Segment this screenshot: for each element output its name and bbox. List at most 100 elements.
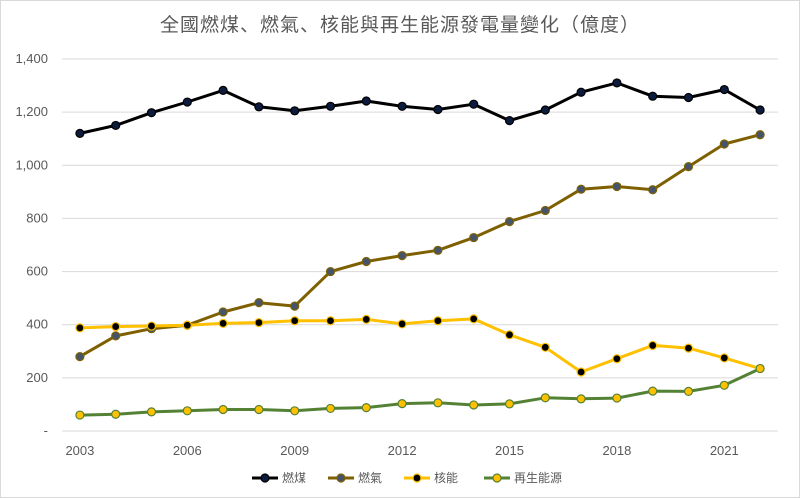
data-point (648, 185, 658, 195)
data-point (504, 116, 515, 126)
data-point (755, 105, 765, 115)
data-point (576, 87, 586, 97)
x-tick-label: 2009 (280, 443, 309, 458)
data-point (469, 400, 479, 410)
data-point (146, 407, 157, 417)
data-point (111, 331, 121, 341)
data-point (719, 139, 729, 149)
series-markers (75, 78, 765, 420)
data-point (504, 217, 515, 227)
data-point (397, 251, 407, 261)
data-point (683, 343, 694, 353)
data-point (433, 104, 443, 115)
data-point (111, 321, 121, 332)
data-point (218, 318, 228, 328)
data-point (254, 102, 264, 112)
data-point (325, 101, 336, 111)
legend-marker (336, 473, 346, 483)
data-point (612, 78, 622, 88)
data-point (75, 323, 85, 333)
data-point (648, 340, 658, 351)
y-tick-label: 1,200 (15, 104, 48, 119)
data-point (612, 181, 622, 192)
data-point (683, 386, 694, 397)
legend-marker (412, 473, 422, 483)
data-point (433, 398, 443, 408)
data-point (469, 314, 479, 324)
data-point (325, 316, 336, 326)
data-point (576, 394, 586, 404)
data-point (254, 298, 264, 308)
data-point (612, 393, 622, 403)
series-line-0 (79, 81, 761, 135)
data-point (755, 130, 765, 140)
data-point (75, 410, 85, 420)
data-point (540, 205, 550, 216)
data-point (361, 256, 371, 267)
data-point (433, 316, 443, 326)
data-point (683, 92, 694, 103)
data-point (719, 353, 729, 363)
series-line-3 (79, 367, 761, 417)
y-axis-labels: - 200 400 600 800 1,000 1,200 1,400 (15, 51, 48, 438)
legend-marker (260, 473, 270, 483)
data-point (612, 354, 622, 364)
chart-title: 全國燃煤、燃氣、核能與再生能源發電量變化（億度） (159, 14, 640, 36)
data-point (325, 403, 336, 414)
data-point (290, 316, 300, 326)
gridlines (62, 58, 778, 432)
data-point (290, 406, 300, 416)
data-point (504, 399, 515, 409)
data-point (540, 105, 550, 115)
data-point (182, 406, 192, 416)
series-line-2 (79, 317, 761, 374)
data-point (683, 162, 694, 172)
data-point (648, 386, 658, 396)
data-point (648, 91, 658, 101)
data-point (361, 314, 371, 324)
data-point (146, 108, 157, 118)
data-point (290, 301, 300, 311)
legend-label: 再生能源 (514, 471, 562, 485)
data-point (755, 363, 765, 374)
data-point (254, 317, 264, 328)
data-point (146, 321, 157, 331)
data-point (397, 319, 407, 329)
data-point (433, 245, 443, 255)
y-tick-label: - (44, 423, 48, 438)
y-tick-label: 1,400 (15, 51, 48, 66)
data-point (361, 96, 371, 106)
data-point (218, 404, 228, 415)
y-tick-label: 600 (26, 264, 48, 279)
y-tick-label: 400 (26, 317, 48, 332)
x-tick-label: 2015 (495, 443, 524, 458)
data-point (719, 84, 729, 95)
data-point (182, 97, 192, 107)
data-point (504, 330, 515, 340)
data-point (111, 409, 121, 419)
data-point (290, 106, 300, 116)
data-point (254, 404, 264, 415)
y-tick-label: 200 (26, 370, 48, 385)
data-point (397, 399, 407, 409)
legend-label: 燃煤 (282, 470, 306, 485)
x-tick-label: 2018 (602, 443, 631, 458)
series-line-1 (79, 133, 761, 358)
legend: 燃煤 燃氣 核能 再生能源 (252, 470, 562, 485)
data-point (75, 128, 85, 138)
data-point (469, 232, 479, 243)
data-point (576, 184, 586, 194)
x-axis-labels: 2003 2006 2009 2012 2015 2018 2021 (65, 443, 738, 458)
data-point (325, 266, 336, 277)
y-tick-label: 800 (26, 210, 48, 225)
data-point (576, 367, 586, 377)
series-lines (79, 81, 761, 417)
data-point (719, 380, 729, 390)
y-tick-label: 1,000 (15, 157, 48, 172)
data-point (397, 101, 407, 111)
legend-label: 核能 (434, 471, 458, 485)
data-point (75, 352, 85, 362)
data-point (361, 403, 371, 413)
